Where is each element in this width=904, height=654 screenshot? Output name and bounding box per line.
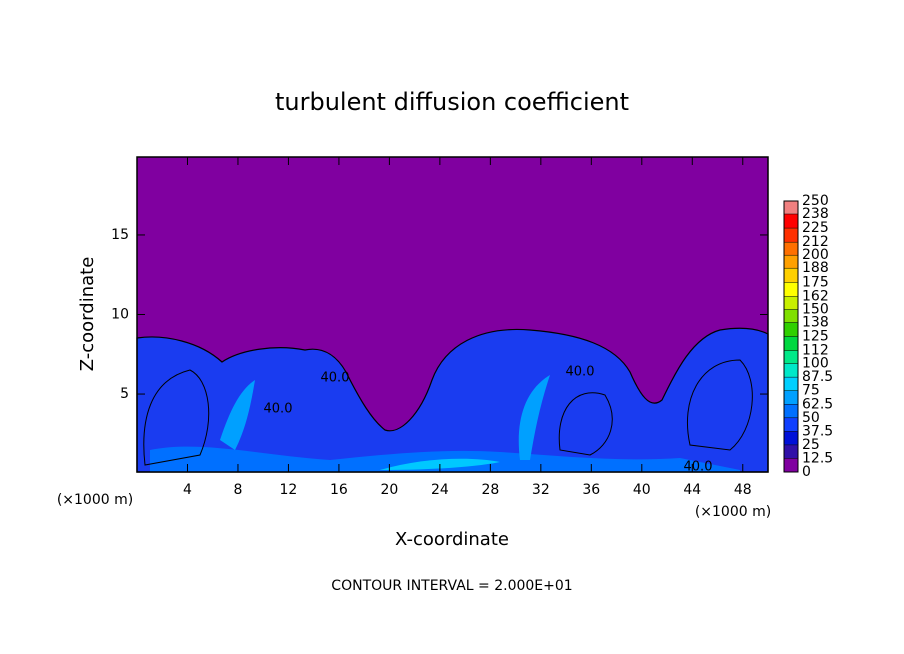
colorbar-band xyxy=(784,282,798,297)
colorbar-label: 200 xyxy=(802,247,829,263)
x-tick-label: 16 xyxy=(330,482,348,498)
colorbar-label: 150 xyxy=(802,301,829,317)
colorbar-band xyxy=(784,296,798,310)
x-axis-label: X-coordinate xyxy=(395,529,509,550)
colorbar-band xyxy=(784,309,798,323)
colorbar-band xyxy=(784,228,798,243)
y-tick-label: 10 xyxy=(111,307,129,323)
colorbar-band xyxy=(784,404,798,418)
y-tick-label: 15 xyxy=(111,227,129,243)
colorbar-label: 250 xyxy=(802,193,829,209)
colorbar-band xyxy=(784,390,798,405)
x-tick-label: 20 xyxy=(380,482,398,498)
colorbar-label: 87.5 xyxy=(802,369,833,385)
colorbar-band xyxy=(784,417,798,432)
colorbar-band xyxy=(784,431,798,445)
colorbar-band xyxy=(784,458,798,472)
x-tick-label: 12 xyxy=(280,482,298,498)
contour-label: 40.0 xyxy=(684,460,713,475)
colorbar-label: 175 xyxy=(802,274,829,290)
colorbar-band xyxy=(784,350,798,364)
footer-note: CONTOUR INTERVAL = 2.000E+01 xyxy=(331,578,572,594)
colorbar-band xyxy=(784,201,798,215)
field-streak xyxy=(220,380,255,450)
x-unit-label: (×1000 m) xyxy=(57,492,133,508)
colorbar-label: 100 xyxy=(802,356,829,372)
colorbar-band xyxy=(784,444,798,459)
field-streak xyxy=(518,375,550,460)
x-tick-label: 36 xyxy=(582,482,600,498)
contour-label: 40.0 xyxy=(264,402,293,417)
x-tick-label: 28 xyxy=(481,482,499,498)
colorbar-label: 162 xyxy=(802,288,829,304)
x-tick-label: 32 xyxy=(532,482,550,498)
y-tick-label: 5 xyxy=(120,386,129,402)
colorbar-label: 50 xyxy=(802,410,820,426)
colorbar-band xyxy=(784,242,798,256)
chart-title: turbulent diffusion coefficient xyxy=(275,88,629,116)
colorbar-label: 138 xyxy=(802,314,829,330)
colorbar-label: 112 xyxy=(802,343,829,359)
colorbar-band xyxy=(784,255,798,269)
x-tick-label: 44 xyxy=(683,482,701,498)
x-tick-label: 40 xyxy=(633,482,651,498)
x-tick-label: 24 xyxy=(431,482,449,498)
colorbar-label: 238 xyxy=(802,206,829,222)
contour-label: 40.0 xyxy=(321,371,350,386)
colorbar-band xyxy=(784,214,798,229)
x-tick-label: 4 xyxy=(183,482,192,498)
x-tick-label: 48 xyxy=(734,482,752,498)
colorbar-label: 25 xyxy=(802,437,820,453)
colorbar-band xyxy=(784,377,798,391)
field-turbulent-region xyxy=(136,327,769,473)
colorbar-label: 62.5 xyxy=(802,396,833,412)
colorbar-label: 75 xyxy=(802,383,820,399)
colorbar-band xyxy=(784,363,798,378)
colorbar-band xyxy=(784,322,798,337)
colorbar-label: 37.5 xyxy=(802,423,833,439)
colorbar-band xyxy=(784,268,798,283)
colorbar-label: 0 xyxy=(802,464,811,480)
colorbar-label: 212 xyxy=(802,234,829,250)
x-tick-label: 8 xyxy=(233,482,242,498)
field-contour xyxy=(143,359,753,466)
colorbar-label: 225 xyxy=(802,220,829,236)
colorbar-label: 188 xyxy=(802,260,829,276)
colorbar-label: 125 xyxy=(802,329,829,345)
contour-label: 40.0 xyxy=(566,365,595,380)
y-unit-label: (×1000 m) xyxy=(695,504,771,520)
colorbar-band xyxy=(784,336,798,351)
y-axis-label: Z-coordinate xyxy=(77,257,98,372)
colorbar-label: 12.5 xyxy=(802,450,833,466)
